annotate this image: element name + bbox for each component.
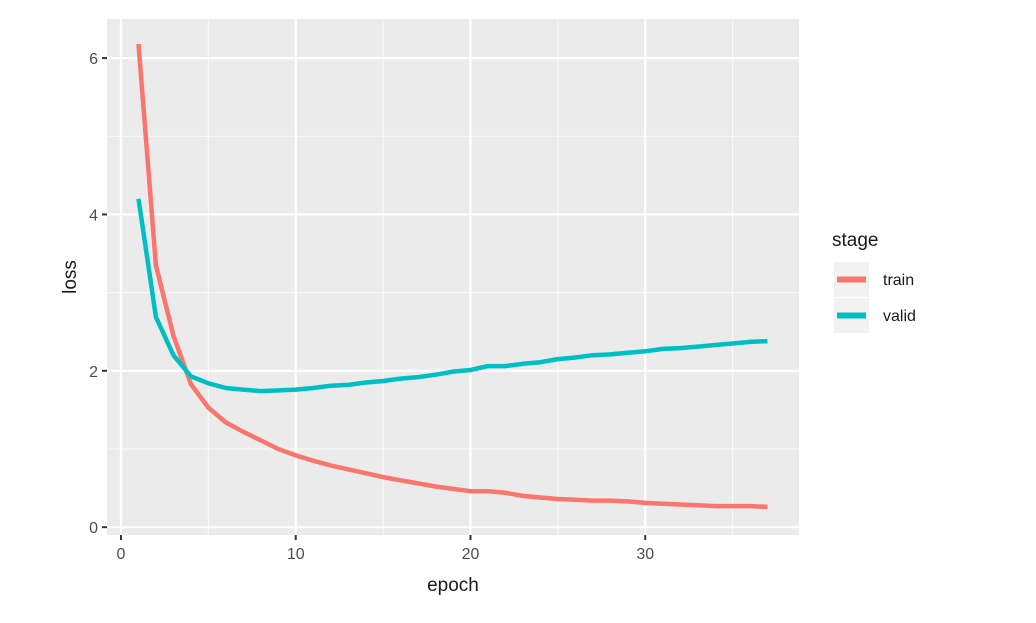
legend-item-train: train (834, 262, 914, 297)
minor-gridlines (107, 19, 799, 535)
x-tick-label: 30 (636, 546, 654, 563)
series-lines (136, 43, 768, 510)
series-line-valid (136, 198, 768, 394)
x-tick-label: 10 (287, 546, 305, 563)
y-axis: 0 2 4 6 (89, 51, 107, 537)
x-tick-label: 20 (462, 546, 480, 563)
legend-item-valid: valid (834, 298, 916, 333)
series-line-train (136, 43, 768, 510)
x-tick-label: 0 (117, 546, 126, 563)
y-tick-label: 0 (89, 520, 98, 537)
x-axis: 0 10 20 30 (117, 535, 654, 563)
legend-label-train: train (883, 272, 914, 289)
y-tick-label: 4 (89, 207, 98, 224)
legend-label-valid: valid (883, 308, 916, 325)
y-axis-title: loss (60, 260, 81, 294)
plot-panel (107, 19, 799, 535)
x-axis-title: epoch (427, 575, 479, 596)
legend: stage train valid (832, 230, 916, 333)
y-tick-label: 2 (89, 364, 98, 381)
y-tick-label: 6 (89, 51, 98, 68)
legend-title: stage (832, 230, 878, 251)
